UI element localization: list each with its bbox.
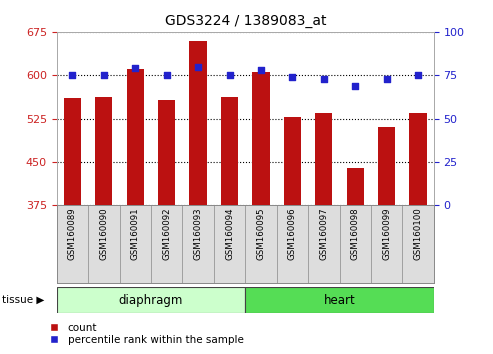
Bar: [158, 100, 176, 205]
Point: [383, 76, 390, 81]
Point: [69, 73, 76, 78]
Point: [194, 64, 202, 69]
Text: tissue ▶: tissue ▶: [2, 295, 45, 305]
Text: GSM160091: GSM160091: [131, 208, 140, 260]
Bar: [378, 127, 395, 205]
Point: [100, 73, 108, 78]
Text: GSM160099: GSM160099: [382, 208, 391, 260]
Bar: [95, 97, 112, 205]
Bar: [127, 69, 144, 205]
Text: GDS3224 / 1389083_at: GDS3224 / 1389083_at: [165, 14, 326, 28]
Text: GSM160096: GSM160096: [288, 208, 297, 260]
Text: GSM160092: GSM160092: [162, 208, 171, 260]
Text: heart: heart: [324, 293, 355, 307]
Bar: [221, 97, 238, 205]
Bar: [410, 113, 427, 205]
Text: GSM160095: GSM160095: [256, 208, 266, 260]
Text: GSM160094: GSM160094: [225, 208, 234, 260]
Bar: [347, 168, 364, 205]
Text: GSM160097: GSM160097: [319, 208, 328, 260]
Text: GSM160090: GSM160090: [99, 208, 108, 260]
Point: [257, 67, 265, 73]
Point: [163, 73, 171, 78]
Bar: [284, 118, 301, 205]
Point: [352, 83, 359, 88]
Point: [226, 73, 234, 78]
Point: [414, 73, 422, 78]
Text: GSM160089: GSM160089: [68, 208, 77, 260]
Text: GSM160098: GSM160098: [351, 208, 360, 260]
Point: [131, 65, 139, 71]
Bar: [64, 98, 81, 205]
Bar: [245, 287, 434, 313]
Text: GSM160100: GSM160100: [414, 208, 423, 261]
Point: [320, 76, 328, 81]
Text: diaphragm: diaphragm: [119, 293, 183, 307]
Bar: [252, 72, 270, 205]
Bar: [189, 41, 207, 205]
Bar: [57, 287, 245, 313]
Text: GSM160093: GSM160093: [194, 208, 203, 260]
Point: [288, 74, 296, 80]
Legend: count, percentile rank within the sample: count, percentile rank within the sample: [40, 318, 248, 349]
Bar: [315, 113, 332, 205]
